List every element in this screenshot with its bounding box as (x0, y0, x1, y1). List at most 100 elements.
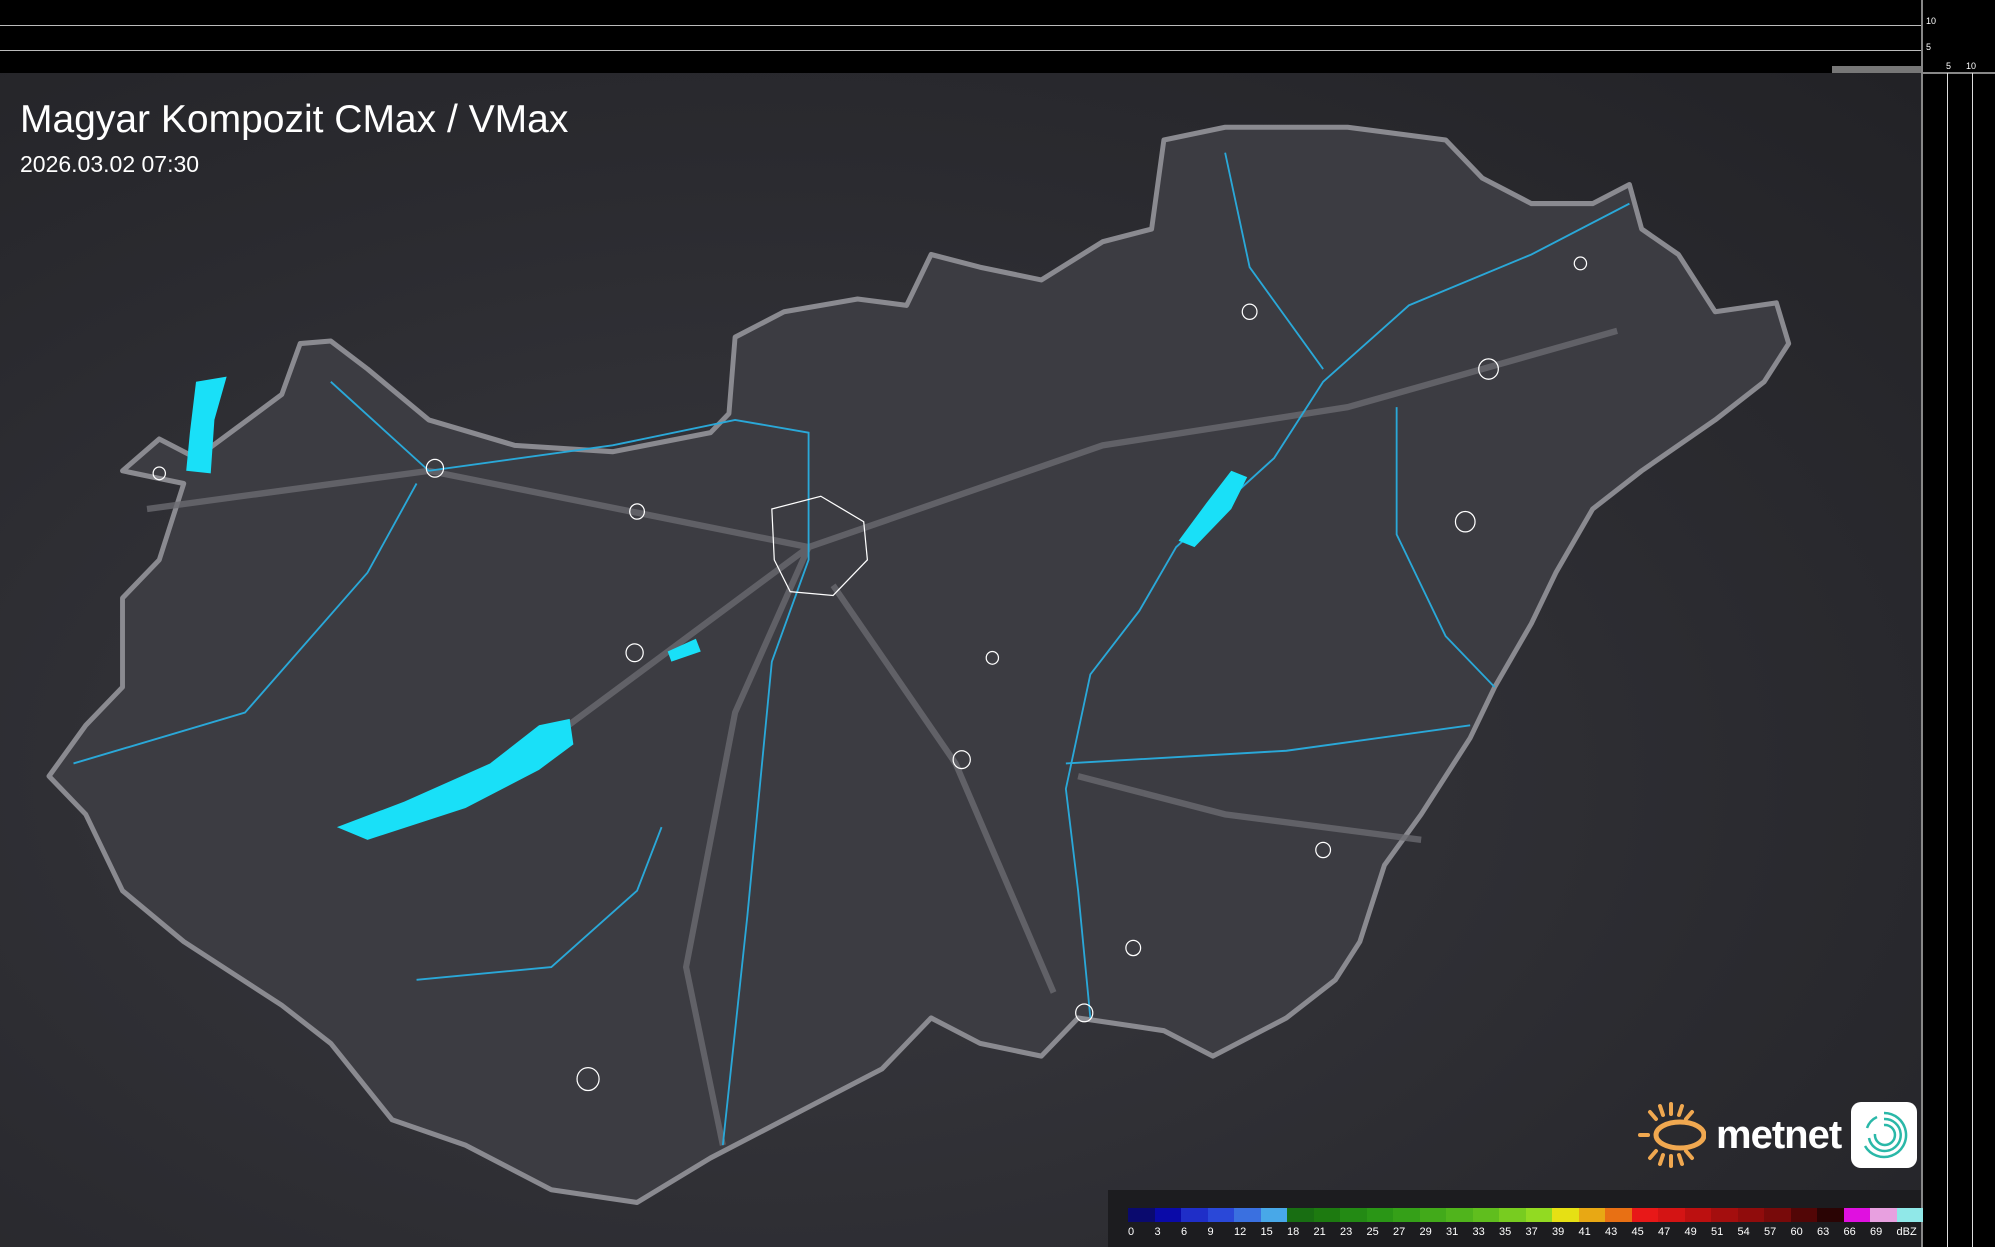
city (152, 466, 167, 481)
river (416, 826, 663, 981)
road (830, 583, 1057, 994)
legend-swatch (1340, 1208, 1367, 1222)
country-hungary (46, 124, 1792, 1206)
legend-label: 18 (1287, 1226, 1300, 1238)
legend-label: 43 (1605, 1226, 1618, 1238)
legend-swatch (1870, 1208, 1897, 1222)
spiral-icon (1864, 1111, 1908, 1159)
city (576, 1066, 600, 1092)
legend-label: 23 (1340, 1226, 1353, 1238)
legend-label: 45 (1631, 1226, 1644, 1238)
legend-label: 69 (1870, 1226, 1883, 1238)
legend-label: 29 (1419, 1226, 1432, 1238)
road (146, 327, 1618, 551)
legend-swatch (1658, 1208, 1685, 1222)
city (425, 458, 445, 478)
legend-swatch (1313, 1208, 1340, 1222)
city (1125, 939, 1142, 957)
legend-label: 37 (1525, 1226, 1538, 1238)
legend-swatch (1790, 1208, 1817, 1222)
river (1065, 724, 1471, 765)
river (1224, 152, 1324, 370)
legend-label: 49 (1684, 1226, 1697, 1238)
timeline-indicator (1832, 66, 1921, 73)
legend-label: 35 (1499, 1226, 1512, 1238)
side-panel: 10 5 5 10 (1921, 0, 1995, 1247)
metnet-logo: metnet (1636, 1100, 1918, 1170)
legend-swatch (1207, 1208, 1234, 1222)
radar-map[interactable] (0, 73, 1921, 1247)
city (1075, 1003, 1094, 1023)
legend-label: 3 (1154, 1226, 1161, 1238)
legend-swatch (1419, 1208, 1446, 1222)
legend-label: 27 (1393, 1226, 1406, 1238)
legend-swatch (1552, 1208, 1579, 1222)
rivers (73, 152, 1630, 1146)
gridline (0, 25, 1921, 26)
row-tick: 5 (1926, 42, 1932, 52)
legend-swatch (1737, 1208, 1764, 1222)
gridline (1947, 73, 1948, 1247)
row-tick: 10 (1926, 16, 1937, 26)
legend-swatch (1684, 1208, 1711, 1222)
legend-swatch (1843, 1208, 1870, 1222)
legend-swatch (1578, 1208, 1605, 1222)
legend-swatch (1525, 1208, 1552, 1222)
dbz-legend: 0 3 6 9 12 15 18 21 23 25 27 29 31 33 35 37 39 41 43 45 47 49… (1108, 1190, 1923, 1247)
legend-swatch (1764, 1208, 1791, 1222)
city (1241, 303, 1258, 321)
gridline (1972, 73, 1973, 1247)
legend-unit: dBZ (1896, 1226, 1917, 1238)
city (1573, 256, 1588, 271)
river-tisza (1064, 202, 1630, 1019)
legend-swatch (1605, 1208, 1632, 1222)
road (1077, 773, 1422, 843)
city (1454, 510, 1476, 533)
legend-label: 39 (1552, 1226, 1565, 1238)
river-danube (330, 381, 810, 1146)
road (682, 545, 812, 1146)
legend-label: 60 (1790, 1226, 1803, 1238)
legend-swatch (1234, 1208, 1261, 1222)
top-timeline-bar (0, 0, 1921, 73)
gridline (0, 50, 1921, 51)
legend-swatch (1472, 1208, 1499, 1222)
city (952, 750, 971, 770)
legend-label: 63 (1817, 1226, 1830, 1238)
river (73, 483, 418, 765)
legend-label: 41 (1578, 1226, 1591, 1238)
legend-swatch (1711, 1208, 1738, 1222)
roads (146, 327, 1618, 1146)
city (1315, 841, 1332, 859)
map-timestamp: 2026.03.02 07:30 (20, 151, 200, 177)
legend-swatch (1393, 1208, 1420, 1222)
legend-label: 21 (1313, 1226, 1326, 1238)
legend-swatch (1287, 1208, 1314, 1222)
lake-balaton (336, 718, 574, 840)
col-tick: 5 (1946, 61, 1952, 71)
lake-ferto (186, 376, 227, 474)
legend-swatch (1260, 1208, 1287, 1222)
legend-swatch (1446, 1208, 1473, 1222)
legend-label: 54 (1737, 1226, 1750, 1238)
legend-label: 9 (1207, 1226, 1214, 1238)
legend-swatch (1128, 1208, 1155, 1222)
lake-tisza (1178, 470, 1248, 548)
brand-name: metnet (1716, 1112, 1842, 1157)
legend-labels: 0 3 6 9 12 15 18 21 23 25 27 29 31 33 35 37 39 41 43 45 47 49… (1128, 1226, 1917, 1238)
city (629, 503, 646, 520)
legend-swatch (1181, 1208, 1208, 1222)
legend-label: 66 (1843, 1226, 1856, 1238)
legend-label: 12 (1234, 1226, 1247, 1238)
legend-label: 6 (1181, 1226, 1188, 1238)
city-budapest (771, 495, 869, 597)
sun-icon (1638, 1102, 1706, 1168)
legend-label: 57 (1764, 1226, 1777, 1238)
river (1395, 407, 1496, 688)
legend-label: 33 (1472, 1226, 1485, 1238)
legend-swatch (1896, 1208, 1923, 1222)
city (1478, 358, 1499, 380)
app-icon (1851, 1102, 1918, 1168)
lake-velence (667, 638, 701, 662)
cities (152, 256, 1588, 1092)
